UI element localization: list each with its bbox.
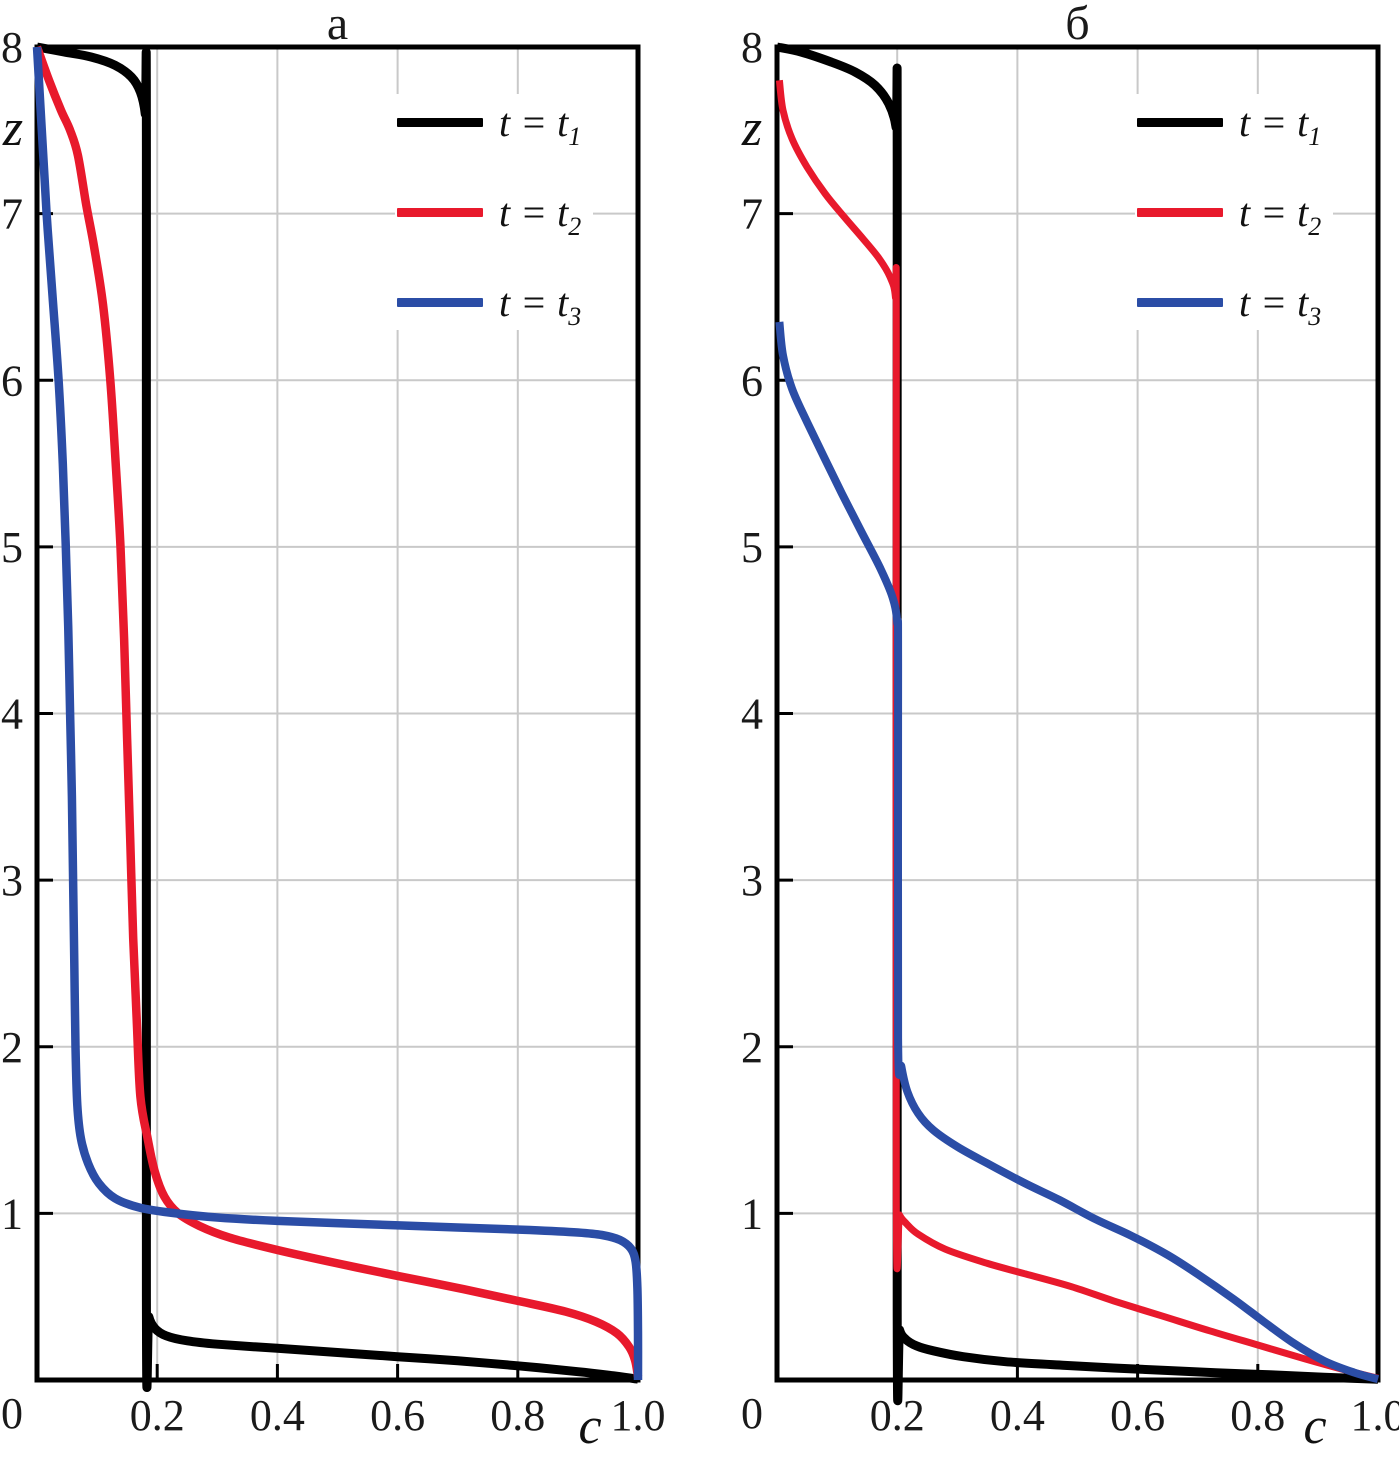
legend-label-t1: t = t1 xyxy=(499,99,582,151)
y-tick-label: 3 xyxy=(1,856,23,905)
y-tick-label: 2 xyxy=(1,1023,23,1072)
legend-item-t1: t = t1 xyxy=(397,98,582,151)
y-tick-label: 2 xyxy=(741,1023,763,1072)
y-tick-label: 1 xyxy=(741,1189,763,1238)
legend-swatch-t1-black xyxy=(1137,117,1223,127)
y-tick-label: 8 xyxy=(1,23,23,72)
plot-b-legend: t = t1 t = t2 t = t3 xyxy=(1135,94,1334,331)
origin-tick-label: 0 xyxy=(1,1389,23,1438)
curve-t-t- xyxy=(775,321,1380,1384)
y-tick-label: 3 xyxy=(741,856,763,905)
legend-label-t2: t = t2 xyxy=(1239,189,1322,241)
curve-t-t- xyxy=(32,46,643,1381)
x-tick-label: 0.4 xyxy=(250,1391,305,1440)
y-tick-label: 4 xyxy=(741,690,763,739)
plot-a-y-axis-label: z xyxy=(2,100,24,157)
legend-item-t2: t = t2 xyxy=(397,188,582,241)
legend-item-t3: t = t3 xyxy=(1137,278,1322,331)
y-tick-label: 5 xyxy=(1,523,23,572)
x-tick-label: 0.6 xyxy=(1110,1391,1165,1440)
x-tick-label: 0.2 xyxy=(870,1391,925,1440)
plot-b-x-axis-label: c xyxy=(1303,1398,1327,1455)
x-tick-label: 0.4 xyxy=(990,1391,1045,1440)
legend-swatch-t2-red xyxy=(397,207,483,217)
y-tick-label: 4 xyxy=(1,690,23,739)
x-tick-label: 0.6 xyxy=(370,1391,425,1440)
legend-swatch-t1-black xyxy=(397,117,483,127)
origin-tick-label: 0 xyxy=(741,1389,763,1438)
curve-t-t- xyxy=(775,79,1379,1382)
legend-label-t3: t = t3 xyxy=(499,279,582,331)
curve-t-t- xyxy=(36,42,639,1393)
y-tick-label: 7 xyxy=(1,190,23,239)
legend-swatch-t3-blue xyxy=(397,297,483,307)
curve-t-t- xyxy=(32,45,643,1378)
x-tick-label: 1.0 xyxy=(1351,1391,1399,1440)
x-tick-label: 1.0 xyxy=(611,1391,666,1440)
plot-b-y-axis-label: z xyxy=(741,100,763,157)
plot-a-legend: t = t1 t = t2 t = t3 xyxy=(395,94,594,331)
y-tick-label: 6 xyxy=(741,356,763,405)
legend-label-t3: t = t3 xyxy=(1239,279,1322,331)
y-tick-label: 6 xyxy=(1,356,23,405)
legend-label-t2: t = t2 xyxy=(499,189,582,241)
plot-a-x-axis-label: c xyxy=(578,1398,602,1455)
y-tick-label: 5 xyxy=(741,523,763,572)
y-tick-label: 8 xyxy=(741,23,763,72)
legend-item-t1: t = t1 xyxy=(1137,98,1322,151)
legend-swatch-t2-red xyxy=(1137,207,1223,217)
legend-item-t3: t = t3 xyxy=(397,278,582,331)
y-tick-label: 7 xyxy=(741,190,763,239)
legend-label-t1: t = t1 xyxy=(1239,99,1322,151)
x-tick-label: 0.8 xyxy=(1230,1391,1285,1440)
y-tick-label: 1 xyxy=(1,1189,23,1238)
x-tick-label: 0.2 xyxy=(130,1391,185,1440)
legend-item-t2: t = t2 xyxy=(1137,188,1322,241)
plot-b-title: б xyxy=(1065,0,1090,50)
legend-swatch-t3-blue xyxy=(1137,297,1223,307)
x-tick-label: 0.8 xyxy=(490,1391,545,1440)
plot-a-title: а xyxy=(326,0,349,50)
curve-t-t- xyxy=(776,42,1379,1406)
